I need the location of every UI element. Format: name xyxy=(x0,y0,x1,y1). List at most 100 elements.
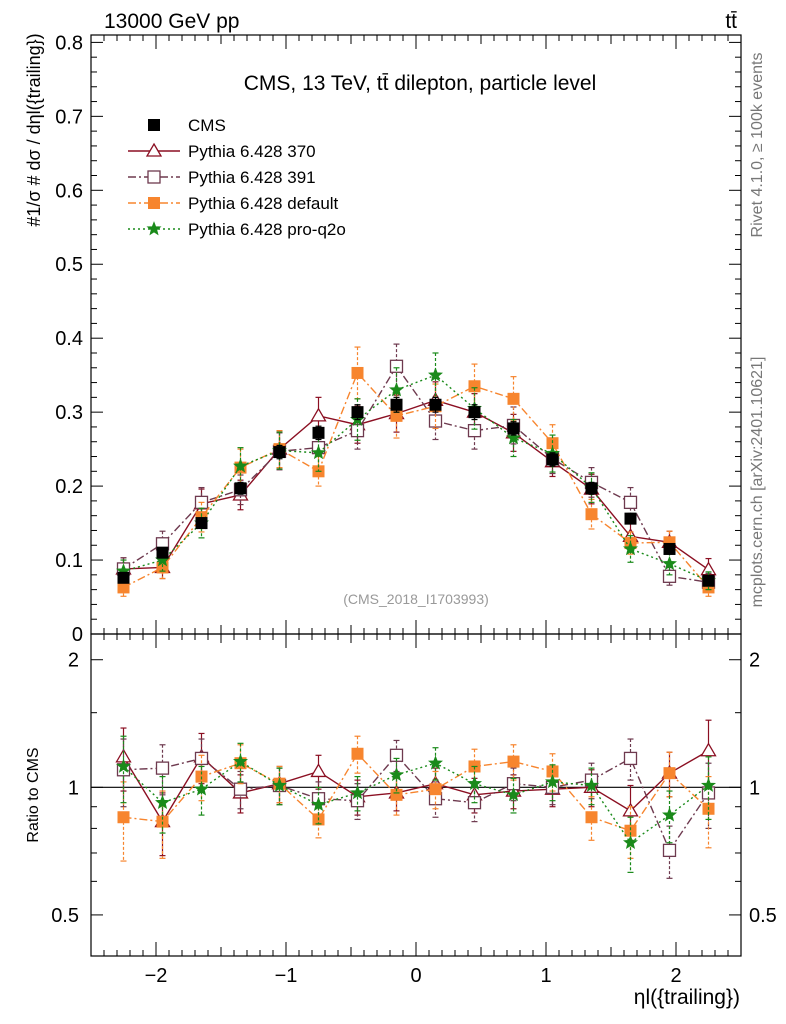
main-point xyxy=(389,382,404,397)
ratio-point xyxy=(623,834,638,850)
ratio-point xyxy=(155,761,170,775)
main-ytick-label: 0.8 xyxy=(55,32,83,54)
main-point xyxy=(273,446,286,459)
ratio-point xyxy=(194,781,209,796)
main-point xyxy=(389,359,404,373)
x-axis-label: ηl({trailing}) xyxy=(634,986,740,1009)
main-ylabel-text: #1/σ # dσ / dηl({trailing}) xyxy=(24,33,44,226)
main-ytick-label: 0.2 xyxy=(55,476,83,498)
ratio-ytick-label-right: 0.5 xyxy=(749,905,777,927)
ratio-point xyxy=(427,755,444,770)
ratio-point xyxy=(390,788,403,801)
ratio-point xyxy=(155,794,170,809)
main-series-2 xyxy=(117,346,715,597)
ratio-point xyxy=(116,758,131,773)
main-ytick-label: 0.4 xyxy=(55,328,83,350)
xtick-label: 2 xyxy=(670,965,681,987)
ratio-point xyxy=(351,747,364,760)
legend-marker xyxy=(148,119,160,131)
main-point xyxy=(623,541,638,556)
ratio-point xyxy=(622,802,639,817)
main-point xyxy=(546,453,559,466)
main-point xyxy=(467,423,482,438)
ratio-ytick-label: 2 xyxy=(68,650,79,672)
main-point xyxy=(585,482,598,495)
xtick-label: 1 xyxy=(540,965,551,987)
ratio-point xyxy=(232,753,249,768)
main-series-3 xyxy=(116,352,716,591)
ratio-point xyxy=(624,824,637,837)
main-point xyxy=(312,426,325,439)
main-point xyxy=(310,407,327,422)
ratio-point xyxy=(506,786,521,802)
main-point xyxy=(390,398,403,411)
ratio-point xyxy=(662,843,677,858)
ratio-series-line xyxy=(123,752,709,832)
legend-label: Pythia 6.428 default xyxy=(188,194,339,213)
ratio-point xyxy=(310,796,327,811)
ratio-point xyxy=(389,767,404,782)
legend-label: Pythia 6.428 391 xyxy=(188,168,316,187)
xtick-label: −1 xyxy=(275,965,298,987)
main-series-line xyxy=(123,374,709,582)
main-axis-ticks: 0 0.1 0.2 0.3 0.4 0.5 0.6 0.7 0.8 xyxy=(55,32,741,956)
main-ytick-label: 0.6 xyxy=(55,180,83,202)
ratio-point xyxy=(507,755,520,768)
legend-label: Pythia 6.428 370 xyxy=(188,142,316,161)
xtick-label: −2 xyxy=(145,965,168,987)
main-point xyxy=(234,482,247,495)
ratio-point xyxy=(310,763,327,778)
ratio-series-layer xyxy=(115,719,717,879)
main-point xyxy=(507,422,520,435)
legend-item: Pythia 6.428 370 xyxy=(128,142,316,161)
main-point xyxy=(195,517,208,530)
main-series-0 xyxy=(115,381,717,582)
legend-marker xyxy=(147,170,161,184)
legend-label: Pythia 6.428 pro-q2o xyxy=(188,220,346,239)
ratio-point xyxy=(700,742,717,757)
main-point xyxy=(428,367,443,382)
main-point xyxy=(117,581,130,594)
ratio-point xyxy=(663,767,676,780)
legend-label: CMS xyxy=(188,116,226,135)
main-point xyxy=(351,366,364,379)
main-ylabel: #1/σ # dσ / dηl({trailing}) xyxy=(24,33,44,226)
main-point xyxy=(429,398,442,411)
ratio-ylabel: Ratio to CMS xyxy=(25,747,42,842)
main-series-line xyxy=(123,371,710,589)
main-point xyxy=(662,569,677,583)
legend-item: Pythia 6.428 391 xyxy=(128,168,316,187)
ratio-ytick-label-right: 1 xyxy=(749,777,760,799)
ratio-panel-frame xyxy=(90,633,742,957)
main-point xyxy=(156,546,169,559)
legend-item: Pythia 6.428 default xyxy=(128,194,339,213)
watermark: (CMS_2018_I1703993) xyxy=(343,591,489,607)
ratio-series-line xyxy=(123,754,710,852)
main-point xyxy=(117,571,130,584)
main-series-line xyxy=(123,365,709,583)
main-series-1 xyxy=(116,343,716,592)
ratio-ytick-label: 0.5 xyxy=(51,905,79,927)
legend-marker xyxy=(148,197,160,209)
main-ytick-label: 0.1 xyxy=(55,550,83,572)
plot-title: CMS, 13 TeV, tt̄ dilepton, particle leve… xyxy=(244,72,597,95)
ratio-point xyxy=(350,794,365,808)
ratio-point xyxy=(583,777,600,792)
ratio-point xyxy=(271,777,288,792)
main-ytick-label: 0.7 xyxy=(55,106,83,128)
main-point xyxy=(390,409,403,422)
ratio-point xyxy=(544,774,561,789)
ratio-point xyxy=(585,811,598,824)
main-series-layer xyxy=(115,343,717,597)
ratio-point xyxy=(350,785,365,800)
ratio-series-line xyxy=(122,750,709,823)
header-right: tt̄ xyxy=(725,10,737,33)
main-point xyxy=(468,406,481,419)
main-point xyxy=(546,437,559,450)
main-series-4 xyxy=(117,396,715,587)
legend-marker xyxy=(145,142,163,157)
ratio-point xyxy=(466,775,483,790)
ratio-point xyxy=(661,807,678,822)
main-series-line xyxy=(123,399,709,571)
